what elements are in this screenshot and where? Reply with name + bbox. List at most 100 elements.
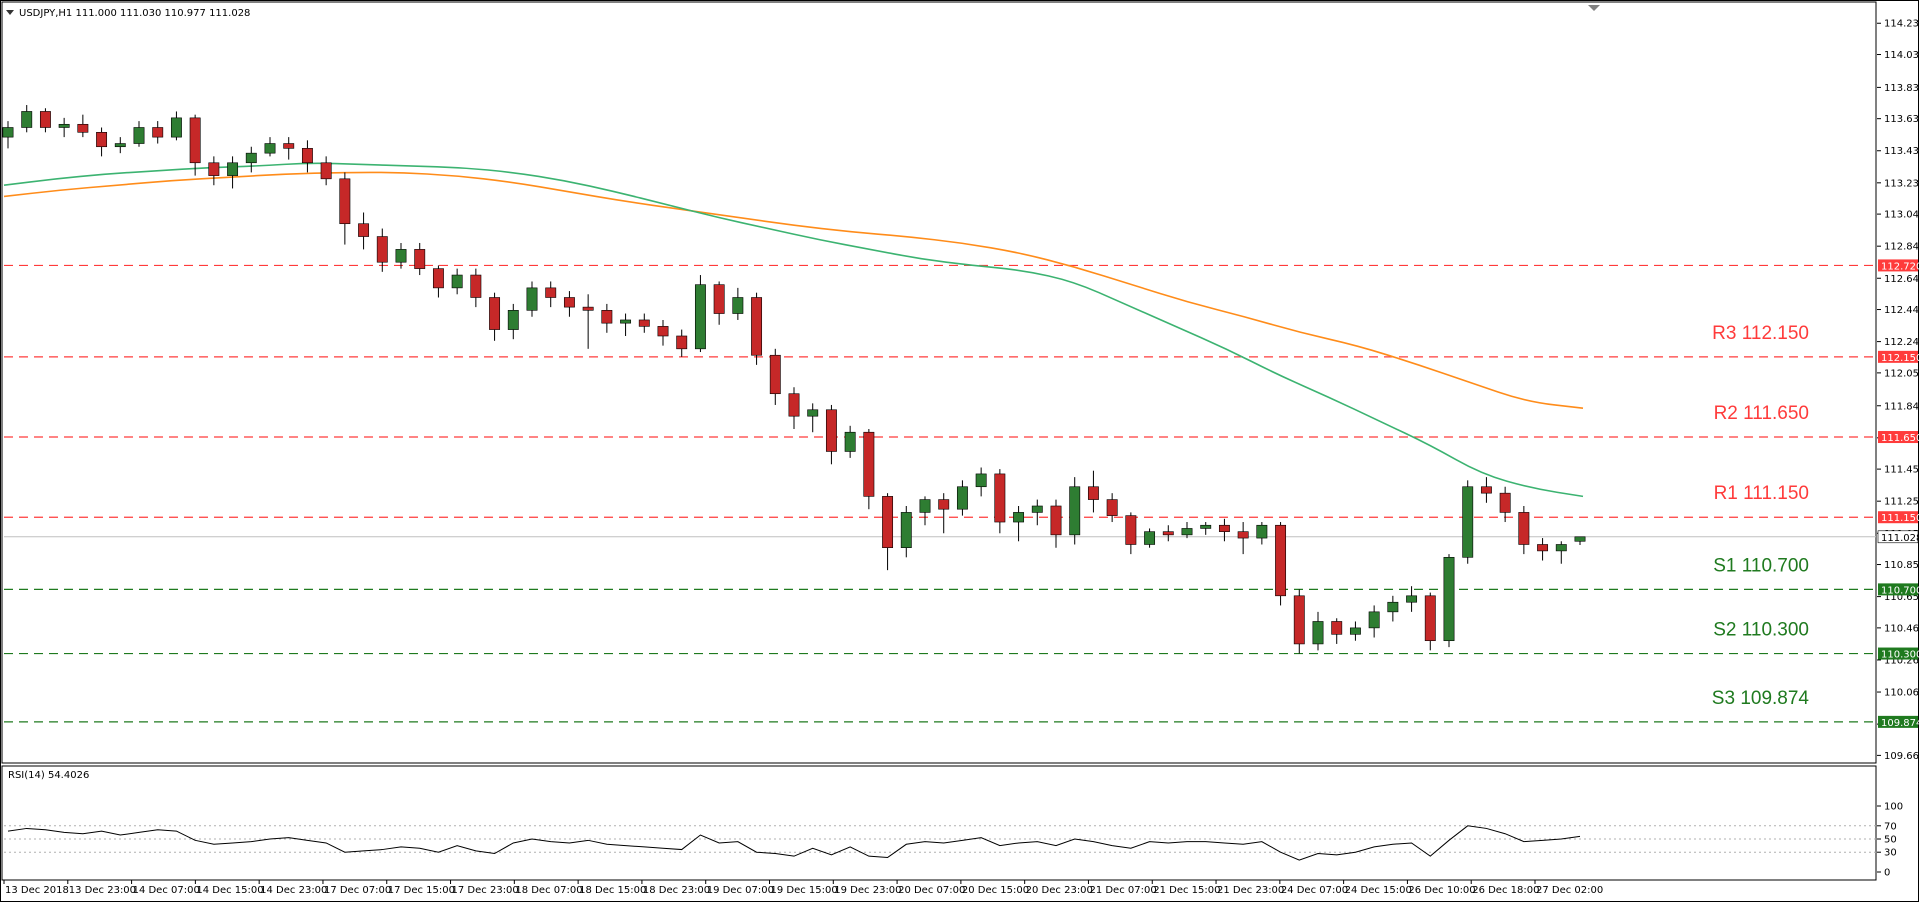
candle-body xyxy=(1256,524,1268,539)
time-tick-label: 26 Dec 10:00 xyxy=(1408,885,1475,896)
candle-body xyxy=(788,393,800,417)
time-tick-label: 17 Dec 07:00 xyxy=(324,885,391,896)
level-tag xyxy=(1878,715,1918,728)
level-name-label: S1 110.700 xyxy=(1713,555,1809,576)
price-tick-label: 109.665 xyxy=(1884,751,1919,762)
rsi-tick-label: 30 xyxy=(1884,848,1897,859)
candle-body xyxy=(358,223,370,237)
price-tick-label: 113.830 xyxy=(1884,83,1919,94)
candle-body xyxy=(1555,544,1567,552)
candle-body xyxy=(208,162,220,176)
candle-body xyxy=(96,132,108,148)
level-tag xyxy=(1878,511,1918,524)
candle-body xyxy=(1424,595,1436,642)
time-tick-label: 24 Dec 15:00 xyxy=(1345,885,1412,896)
level-names: R3 112.150 R2 111.650 R1 111.150 S1 110.700… xyxy=(1712,323,1810,709)
candle-body xyxy=(807,409,819,417)
level-tag-label: 112.150 xyxy=(1881,353,1919,364)
candle-body xyxy=(1125,515,1137,545)
candle-body xyxy=(1312,621,1324,645)
candle-body xyxy=(320,162,332,180)
time-tick-label: 19 Dec 07:00 xyxy=(707,885,774,896)
time-tick-label: 20 Dec 15:00 xyxy=(962,885,1029,896)
candle-body xyxy=(601,310,613,324)
candle-body xyxy=(376,236,388,263)
price-tick-label: 111.250 xyxy=(1884,497,1919,508)
candle-body xyxy=(638,319,650,327)
level-tag-label: 112.720 xyxy=(1881,261,1919,272)
price-tick-label: 114.230 xyxy=(1884,19,1919,30)
candle-body xyxy=(938,499,950,510)
level-name-label: R2 111.650 xyxy=(1714,403,1809,424)
candle-body xyxy=(1218,524,1230,532)
price-tick-label: 111.450 xyxy=(1884,465,1919,476)
level-tag-label: 110.300 xyxy=(1881,650,1919,661)
candle-body xyxy=(77,123,89,133)
rsi-panel: 100 70 50 30 0 xyxy=(4,802,1903,879)
price-tick-label: 110.460 xyxy=(1884,623,1919,634)
symbol-header: USDJPY,H1 111.000 111.030 110.977 111.02… xyxy=(19,8,250,19)
time-tick-label: 14 Dec 15:00 xyxy=(196,885,263,896)
level-tag-label: 110.700 xyxy=(1881,585,1919,596)
time-tick-label: 18 Dec 07:00 xyxy=(515,885,582,896)
price-tick-label: 112.245 xyxy=(1884,337,1919,348)
current-price-tag xyxy=(1877,530,1919,544)
time-tick-label: 21 Dec 15:00 xyxy=(1153,885,1220,896)
candle-body xyxy=(1349,627,1361,635)
level-tag-label: 111.150 xyxy=(1881,513,1919,524)
level-tags: 112.720 112.150 111.650 111.150 110.700 110.3… xyxy=(1877,259,1919,729)
ma-fast-line xyxy=(3,162,1584,498)
candle-body xyxy=(563,297,575,308)
time-tick-label: 19 Dec 23:00 xyxy=(834,885,901,896)
candle-body xyxy=(395,249,407,263)
time-tick-label: 20 Dec 07:00 xyxy=(898,885,965,896)
candle-body xyxy=(1331,621,1343,635)
candles xyxy=(2,105,1586,654)
candle-body xyxy=(507,310,519,330)
candle-body xyxy=(882,496,894,548)
candle-body xyxy=(582,306,594,311)
time-tick-label: 14 Dec 23:00 xyxy=(260,885,327,896)
time-tick-label: 13 Dec 23:00 xyxy=(69,885,136,896)
candle-body xyxy=(1237,531,1249,539)
rsi-plot-frame xyxy=(1,765,1877,881)
price-tick-label: 110.655 xyxy=(1884,592,1919,603)
chart-shift-marker-icon[interactable] xyxy=(1588,5,1600,11)
candle-body xyxy=(1406,595,1418,603)
candle-body xyxy=(956,486,968,510)
candle-body xyxy=(432,268,444,289)
candle-body xyxy=(1293,595,1305,645)
candle-body xyxy=(489,297,501,330)
level-tag xyxy=(1878,350,1918,363)
candle-body xyxy=(1069,486,1081,536)
candle-body xyxy=(713,284,725,314)
price-tick-label: 113.040 xyxy=(1884,210,1919,221)
candle-body xyxy=(451,274,463,289)
candle-body xyxy=(339,178,351,225)
candle-body xyxy=(414,249,426,269)
candle-body xyxy=(1462,486,1474,558)
time-tick-label: 21 Dec 23:00 xyxy=(1217,885,1284,896)
candle-body xyxy=(863,431,875,497)
candle-body xyxy=(227,162,239,176)
time-tick-label: 21 Dec 07:00 xyxy=(1089,885,1156,896)
collapse-triangle-icon[interactable] xyxy=(6,10,14,15)
candle-body xyxy=(1106,499,1118,516)
candle-body xyxy=(264,143,276,154)
candle-body xyxy=(21,111,33,128)
level-tag xyxy=(1878,647,1918,660)
rsi-line xyxy=(7,825,1581,861)
price-tick-label: 112.840 xyxy=(1884,242,1919,253)
candle-body xyxy=(152,127,164,138)
candle-body xyxy=(1480,486,1492,494)
rsi-tick-label: 50 xyxy=(1884,835,1897,846)
candle-body xyxy=(545,287,557,298)
candle-body xyxy=(994,473,1006,523)
price-tick-label: 112.445 xyxy=(1884,305,1919,316)
candle-body xyxy=(1087,486,1099,500)
moving-averages xyxy=(3,162,1584,498)
level-name-label: R1 111.150 xyxy=(1714,483,1809,504)
candle-body xyxy=(170,117,182,138)
price-tick-label: 110.260 xyxy=(1884,655,1919,666)
